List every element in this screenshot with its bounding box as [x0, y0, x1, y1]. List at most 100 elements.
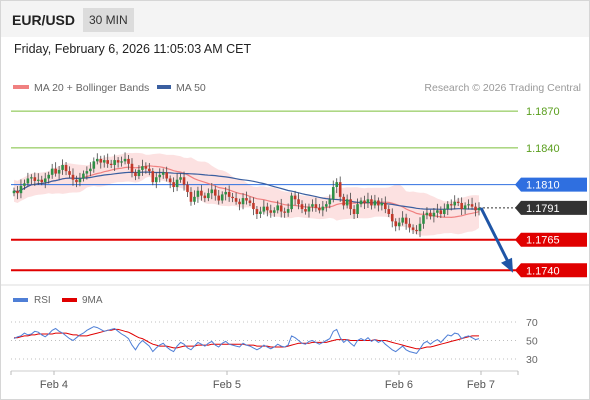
candle-body [220, 194, 224, 201]
rsi-legend-label: RSI [34, 295, 51, 306]
candle-body [217, 195, 221, 201]
level-labels: 1.1870 1.1840 1.1810 1.1791 1.1765 1.1740 [515, 106, 587, 278]
x-tick-label: Feb 6 [385, 379, 413, 391]
candle [148, 163, 151, 176]
candle [390, 208, 394, 228]
rsi-legend-swatch [13, 298, 28, 302]
rsi-tick-label: 30 [526, 354, 538, 366]
candle-body [380, 202, 384, 206]
candle-body [50, 168, 54, 175]
candle-body [182, 177, 186, 185]
candle [297, 192, 300, 210]
candle-body [75, 179, 78, 183]
candle-body [449, 204, 453, 206]
candle [467, 199, 470, 210]
forecast-arrow-head [501, 257, 513, 273]
candle-body [40, 179, 44, 183]
rsi-tick-label: 70 [526, 317, 538, 329]
candle [30, 174, 33, 185]
candle-body [12, 190, 16, 194]
candle [75, 175, 78, 188]
candle-body [456, 201, 460, 203]
candle [418, 217, 422, 238]
candle-body [394, 221, 398, 227]
candle-body [189, 191, 193, 202]
timeframe-button[interactable]: 30 MIN [83, 8, 134, 32]
candle-body [241, 198, 245, 205]
candle [328, 194, 332, 209]
candle-body [224, 191, 227, 195]
candle [200, 185, 203, 201]
candle-body [161, 172, 165, 175]
candle [50, 163, 54, 179]
candle [436, 203, 439, 218]
candle-body [172, 182, 175, 188]
symbol-label: EUR/USD [12, 12, 76, 28]
candle-body [154, 177, 158, 183]
candle-body [370, 199, 373, 206]
candle [130, 158, 134, 178]
candle [259, 206, 262, 219]
candle [224, 187, 227, 201]
candle-body [262, 206, 266, 212]
candle-body [165, 172, 168, 179]
candle [377, 197, 380, 212]
candle [338, 176, 342, 202]
candle-body [95, 158, 99, 162]
candle-body [293, 195, 297, 200]
candle-body [359, 200, 363, 205]
candle [78, 172, 82, 187]
x-tick-label: Feb 7 [467, 379, 495, 391]
candle-body [99, 158, 103, 163]
candle-body [304, 209, 307, 212]
candle [144, 162, 148, 174]
candle [411, 224, 415, 234]
candle-body [89, 168, 92, 172]
candle [266, 202, 269, 217]
candle-body [234, 198, 238, 202]
candle [470, 197, 474, 210]
candle [26, 172, 30, 187]
candle-body [342, 196, 345, 206]
candle-body [64, 165, 68, 172]
candle-body [335, 182, 339, 188]
candle-body [266, 206, 269, 211]
candle [220, 191, 224, 204]
candle [366, 192, 370, 208]
candle [331, 180, 335, 203]
candle [154, 172, 158, 189]
candle-body [442, 209, 446, 214]
candle-body [300, 204, 304, 210]
candle [106, 153, 109, 168]
candle [196, 186, 200, 203]
candle [210, 183, 214, 200]
candle [446, 201, 450, 216]
candle-body [422, 215, 425, 224]
ma50-legend-label: MA 50 [176, 82, 206, 94]
candle-body [418, 223, 422, 232]
candle [276, 200, 280, 214]
candle-body [352, 209, 356, 214]
candle-body [120, 161, 123, 163]
candle-body [328, 199, 332, 205]
candle [207, 188, 210, 202]
candle-body [68, 171, 71, 175]
candle [151, 168, 155, 186]
candle [213, 185, 217, 201]
candle [137, 165, 141, 180]
candle [311, 199, 314, 212]
candle [380, 198, 384, 211]
candle-body [106, 160, 109, 164]
candle [401, 211, 404, 226]
candle-body [113, 160, 116, 166]
level-lines [11, 110, 518, 272]
candle [193, 190, 196, 205]
candle [179, 173, 182, 183]
candle [64, 161, 68, 176]
forecast-arrow-shaft [479, 207, 511, 265]
candle-body [321, 206, 325, 211]
candle [286, 203, 290, 217]
candle-body [151, 171, 155, 183]
